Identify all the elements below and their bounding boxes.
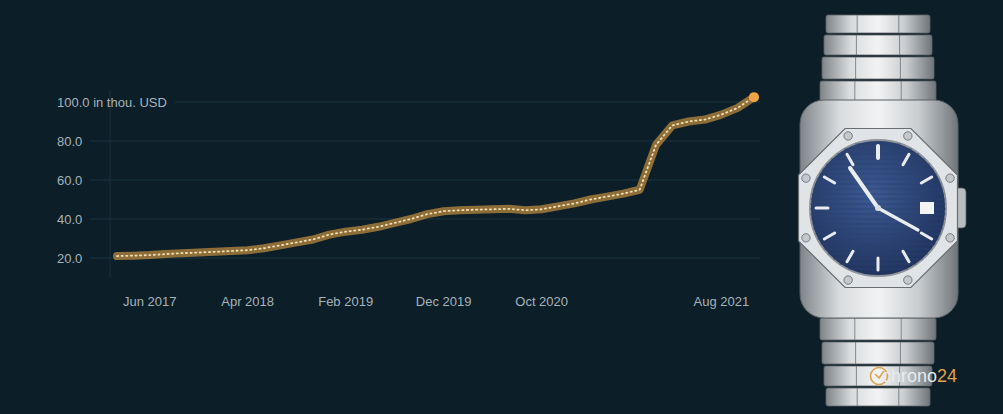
y-tick-label: 40.0 [57,212,82,227]
y-tick-label: 80.0 [57,134,82,149]
x-tick-label: Jun 2017 [123,294,177,309]
x-tick-label: Oct 2020 [515,294,568,309]
watch-image [799,15,967,406]
grid-line [90,180,760,181]
line [117,97,754,256]
background [0,0,1003,414]
y-tick-label: 20.0 [57,251,82,266]
x-tick-label: Dec 2019 [416,294,472,309]
x-tick-label: Aug 2021 [693,294,749,309]
grid-line [90,258,760,259]
x-tick-label: Feb 2019 [318,294,373,309]
x-tick-label: Apr 2018 [221,294,274,309]
plot-area [117,92,759,256]
logo-text: chrono24 [882,366,957,386]
logo: chrono24 [871,366,958,386]
line-band [117,97,754,256]
chart: 20.0 40.0 60.0 80.0 100.0 in thou. USD Jun 20… [0,0,1003,414]
y-axis-line [110,90,111,277]
y-tick-label: 100.0 in thou. USD [57,95,167,110]
end-point [749,92,759,102]
y-tick-label: 60.0 [57,173,82,188]
grid-line [175,102,760,103]
